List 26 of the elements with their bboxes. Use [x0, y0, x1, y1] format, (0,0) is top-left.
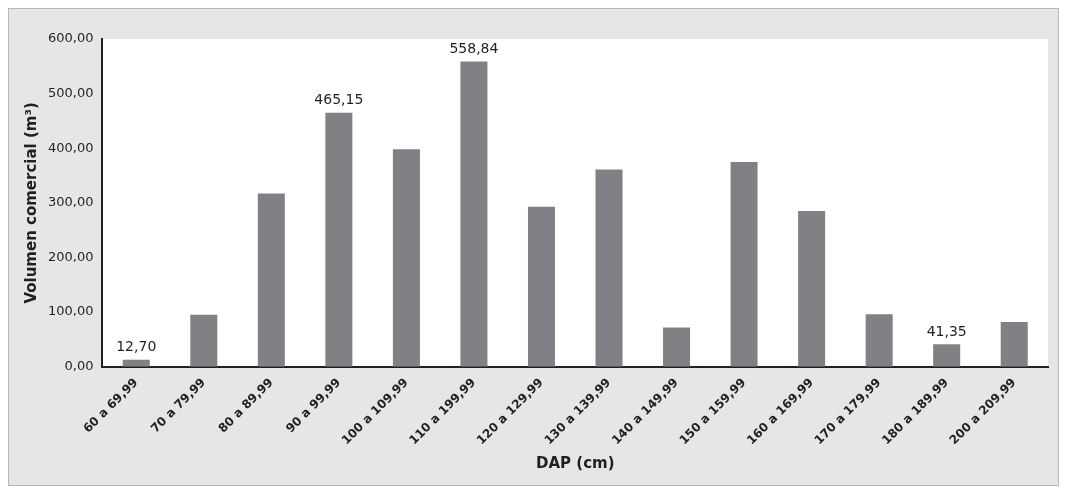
- y-tick-label: 400,00: [47, 139, 94, 155]
- y-tick-label: 500,00: [47, 85, 94, 100]
- bar: [460, 61, 488, 367]
- bar: [663, 327, 691, 367]
- y-tick-label: 200,00: [47, 248, 94, 264]
- y-axis-title: Volumen comercial (m³): [21, 102, 40, 304]
- bar: [730, 161, 758, 367]
- bar: [1000, 321, 1028, 367]
- bar: [933, 344, 961, 367]
- x-axis-title: DAP (cm): [535, 453, 615, 472]
- bar: [190, 314, 218, 367]
- data-label: 558,84: [449, 40, 499, 57]
- bar: [257, 193, 285, 367]
- y-tick-label: 600,00: [47, 30, 94, 46]
- bar: [865, 314, 893, 367]
- y-tick-label: 300,00: [47, 194, 94, 210]
- y-tick-label: 0,00: [64, 358, 94, 374]
- data-label: 465,15: [314, 91, 364, 108]
- bar: [527, 206, 555, 367]
- bar: [325, 112, 353, 367]
- bar: [798, 211, 826, 367]
- data-label: 41,35: [926, 322, 967, 339]
- data-label: 12,70: [116, 338, 157, 355]
- bar: [392, 149, 420, 367]
- bar: [595, 169, 623, 367]
- y-tick-label: 100,00: [47, 303, 94, 319]
